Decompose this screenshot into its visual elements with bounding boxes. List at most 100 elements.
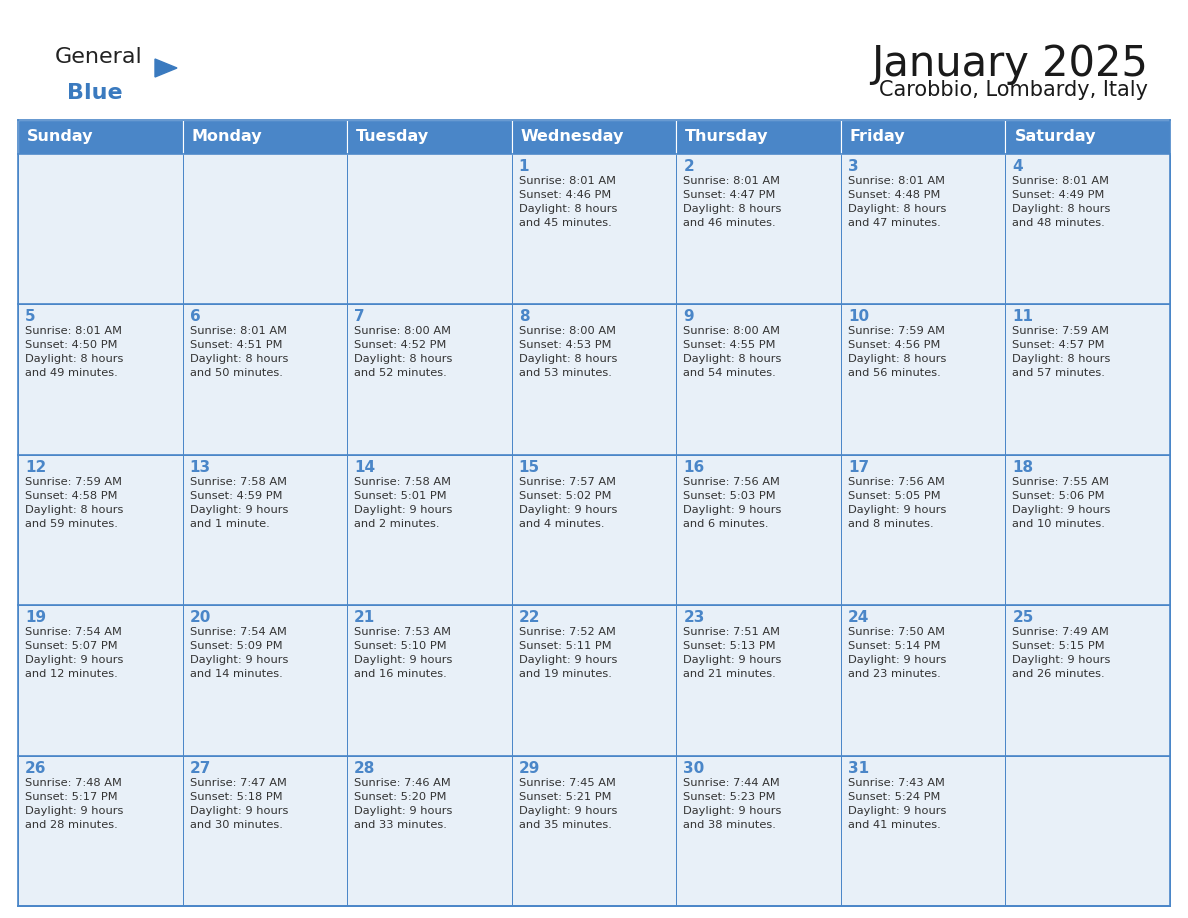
Text: 28: 28 — [354, 761, 375, 776]
Bar — [512, 605, 676, 756]
Bar — [183, 756, 347, 906]
Text: Sunrise: 7:44 AM
Sunset: 5:23 PM
Daylight: 9 hours
and 38 minutes.: Sunrise: 7:44 AM Sunset: 5:23 PM Dayligh… — [683, 778, 782, 830]
Bar — [18, 454, 183, 605]
Bar — [18, 120, 183, 154]
Bar — [1005, 756, 1170, 906]
Text: Sunrise: 7:59 AM
Sunset: 4:56 PM
Daylight: 8 hours
and 56 minutes.: Sunrise: 7:59 AM Sunset: 4:56 PM Dayligh… — [848, 327, 946, 378]
Text: Sunrise: 7:56 AM
Sunset: 5:03 PM
Daylight: 9 hours
and 6 minutes.: Sunrise: 7:56 AM Sunset: 5:03 PM Dayligh… — [683, 476, 782, 529]
Bar — [676, 605, 841, 756]
Text: Sunrise: 7:47 AM
Sunset: 5:18 PM
Daylight: 9 hours
and 30 minutes.: Sunrise: 7:47 AM Sunset: 5:18 PM Dayligh… — [190, 778, 287, 830]
Bar — [18, 305, 183, 454]
Text: Sunrise: 7:52 AM
Sunset: 5:11 PM
Daylight: 9 hours
and 19 minutes.: Sunrise: 7:52 AM Sunset: 5:11 PM Dayligh… — [519, 627, 617, 679]
Text: 27: 27 — [190, 761, 211, 776]
Polygon shape — [154, 59, 177, 77]
Bar — [347, 454, 512, 605]
Text: 10: 10 — [848, 309, 868, 324]
Bar — [841, 120, 1005, 154]
Bar — [841, 756, 1005, 906]
Text: General: General — [55, 47, 143, 67]
Text: Sunrise: 8:01 AM
Sunset: 4:49 PM
Daylight: 8 hours
and 48 minutes.: Sunrise: 8:01 AM Sunset: 4:49 PM Dayligh… — [1012, 176, 1111, 228]
Text: Sunrise: 8:01 AM
Sunset: 4:51 PM
Daylight: 8 hours
and 50 minutes.: Sunrise: 8:01 AM Sunset: 4:51 PM Dayligh… — [190, 327, 287, 378]
Text: 24: 24 — [848, 610, 870, 625]
Bar — [18, 605, 183, 756]
Bar — [676, 154, 841, 305]
Text: 6: 6 — [190, 309, 201, 324]
Text: Sunrise: 8:00 AM
Sunset: 4:53 PM
Daylight: 8 hours
and 53 minutes.: Sunrise: 8:00 AM Sunset: 4:53 PM Dayligh… — [519, 327, 617, 378]
Text: 7: 7 — [354, 309, 365, 324]
Text: 25: 25 — [1012, 610, 1034, 625]
Text: Sunrise: 7:59 AM
Sunset: 4:58 PM
Daylight: 8 hours
and 59 minutes.: Sunrise: 7:59 AM Sunset: 4:58 PM Dayligh… — [25, 476, 124, 529]
Bar — [18, 756, 183, 906]
Text: Sunrise: 7:57 AM
Sunset: 5:02 PM
Daylight: 9 hours
and 4 minutes.: Sunrise: 7:57 AM Sunset: 5:02 PM Dayligh… — [519, 476, 617, 529]
Text: Sunrise: 7:55 AM
Sunset: 5:06 PM
Daylight: 9 hours
and 10 minutes.: Sunrise: 7:55 AM Sunset: 5:06 PM Dayligh… — [1012, 476, 1111, 529]
Text: 2: 2 — [683, 159, 694, 174]
Text: 1: 1 — [519, 159, 529, 174]
Bar — [676, 454, 841, 605]
Text: 18: 18 — [1012, 460, 1034, 475]
Text: Sunrise: 7:54 AM
Sunset: 5:09 PM
Daylight: 9 hours
and 14 minutes.: Sunrise: 7:54 AM Sunset: 5:09 PM Dayligh… — [190, 627, 287, 679]
Bar — [676, 120, 841, 154]
Bar — [1005, 154, 1170, 305]
Text: Wednesday: Wednesday — [520, 129, 624, 144]
Bar — [347, 120, 512, 154]
Bar — [18, 154, 183, 305]
Text: Sunrise: 7:59 AM
Sunset: 4:57 PM
Daylight: 8 hours
and 57 minutes.: Sunrise: 7:59 AM Sunset: 4:57 PM Dayligh… — [1012, 327, 1111, 378]
Bar — [1005, 120, 1170, 154]
Text: Monday: Monday — [191, 129, 263, 144]
Text: Sunrise: 7:58 AM
Sunset: 4:59 PM
Daylight: 9 hours
and 1 minute.: Sunrise: 7:58 AM Sunset: 4:59 PM Dayligh… — [190, 476, 287, 529]
Text: Thursday: Thursday — [685, 129, 769, 144]
Text: 4: 4 — [1012, 159, 1023, 174]
Bar — [841, 305, 1005, 454]
Text: Saturday: Saturday — [1015, 129, 1095, 144]
Text: 14: 14 — [354, 460, 375, 475]
Text: Sunrise: 7:54 AM
Sunset: 5:07 PM
Daylight: 9 hours
and 12 minutes.: Sunrise: 7:54 AM Sunset: 5:07 PM Dayligh… — [25, 627, 124, 679]
Bar — [512, 454, 676, 605]
Text: 13: 13 — [190, 460, 210, 475]
Text: Sunrise: 7:53 AM
Sunset: 5:10 PM
Daylight: 9 hours
and 16 minutes.: Sunrise: 7:53 AM Sunset: 5:10 PM Dayligh… — [354, 627, 453, 679]
Bar — [1005, 605, 1170, 756]
Text: Sunrise: 7:48 AM
Sunset: 5:17 PM
Daylight: 9 hours
and 28 minutes.: Sunrise: 7:48 AM Sunset: 5:17 PM Dayligh… — [25, 778, 124, 830]
Text: 15: 15 — [519, 460, 539, 475]
Text: Carobbio, Lombardy, Italy: Carobbio, Lombardy, Italy — [879, 80, 1148, 100]
Text: Sunrise: 7:43 AM
Sunset: 5:24 PM
Daylight: 9 hours
and 41 minutes.: Sunrise: 7:43 AM Sunset: 5:24 PM Dayligh… — [848, 778, 946, 830]
Text: 16: 16 — [683, 460, 704, 475]
Text: Friday: Friday — [849, 129, 905, 144]
Text: 11: 11 — [1012, 309, 1034, 324]
Bar — [347, 756, 512, 906]
Text: Blue: Blue — [67, 83, 122, 103]
Bar — [347, 305, 512, 454]
Text: 26: 26 — [25, 761, 46, 776]
Text: Sunrise: 8:01 AM
Sunset: 4:48 PM
Daylight: 8 hours
and 47 minutes.: Sunrise: 8:01 AM Sunset: 4:48 PM Dayligh… — [848, 176, 946, 228]
Text: 31: 31 — [848, 761, 868, 776]
Text: Sunrise: 7:58 AM
Sunset: 5:01 PM
Daylight: 9 hours
and 2 minutes.: Sunrise: 7:58 AM Sunset: 5:01 PM Dayligh… — [354, 476, 453, 529]
Text: 12: 12 — [25, 460, 46, 475]
Bar — [676, 756, 841, 906]
Text: Sunday: Sunday — [27, 129, 94, 144]
Text: Sunrise: 7:45 AM
Sunset: 5:21 PM
Daylight: 9 hours
and 35 minutes.: Sunrise: 7:45 AM Sunset: 5:21 PM Dayligh… — [519, 778, 617, 830]
Bar — [183, 120, 347, 154]
Text: Tuesday: Tuesday — [356, 129, 429, 144]
Bar — [347, 154, 512, 305]
Bar — [183, 454, 347, 605]
Text: 5: 5 — [25, 309, 36, 324]
Text: 30: 30 — [683, 761, 704, 776]
Text: 22: 22 — [519, 610, 541, 625]
Text: Sunrise: 7:49 AM
Sunset: 5:15 PM
Daylight: 9 hours
and 26 minutes.: Sunrise: 7:49 AM Sunset: 5:15 PM Dayligh… — [1012, 627, 1111, 679]
Text: Sunrise: 8:00 AM
Sunset: 4:52 PM
Daylight: 8 hours
and 52 minutes.: Sunrise: 8:00 AM Sunset: 4:52 PM Dayligh… — [354, 327, 453, 378]
Text: Sunrise: 7:50 AM
Sunset: 5:14 PM
Daylight: 9 hours
and 23 minutes.: Sunrise: 7:50 AM Sunset: 5:14 PM Dayligh… — [848, 627, 946, 679]
Text: Sunrise: 7:51 AM
Sunset: 5:13 PM
Daylight: 9 hours
and 21 minutes.: Sunrise: 7:51 AM Sunset: 5:13 PM Dayligh… — [683, 627, 782, 679]
Text: 8: 8 — [519, 309, 530, 324]
Text: 29: 29 — [519, 761, 541, 776]
Text: Sunrise: 8:01 AM
Sunset: 4:47 PM
Daylight: 8 hours
and 46 minutes.: Sunrise: 8:01 AM Sunset: 4:47 PM Dayligh… — [683, 176, 782, 228]
Text: January 2025: January 2025 — [871, 43, 1148, 85]
Bar — [512, 756, 676, 906]
Text: Sunrise: 8:00 AM
Sunset: 4:55 PM
Daylight: 8 hours
and 54 minutes.: Sunrise: 8:00 AM Sunset: 4:55 PM Dayligh… — [683, 327, 782, 378]
Bar — [512, 305, 676, 454]
Bar — [183, 305, 347, 454]
Text: 23: 23 — [683, 610, 704, 625]
Bar — [512, 154, 676, 305]
Text: 20: 20 — [190, 610, 211, 625]
Bar — [512, 120, 676, 154]
Bar — [1005, 454, 1170, 605]
Text: 17: 17 — [848, 460, 868, 475]
